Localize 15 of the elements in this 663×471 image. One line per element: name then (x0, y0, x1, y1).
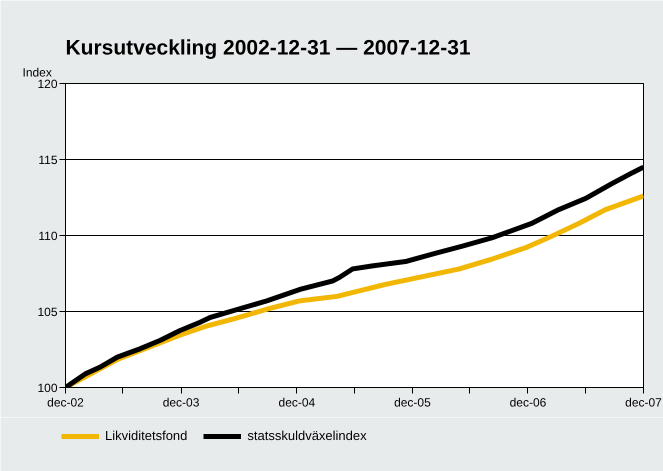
y-axis-title: Index (22, 66, 52, 80)
x-tick-label: dec-06 (510, 396, 547, 410)
x-tick-label: dec-07 (625, 396, 662, 410)
y-tick-label: 120 (37, 77, 58, 91)
x-tick-label: dec-04 (278, 396, 316, 410)
x-tick-label: dec-05 (394, 396, 432, 410)
legend-label: Likviditetsfond (105, 428, 188, 443)
y-tick-label: 115 (38, 153, 58, 167)
y-tick-label: 105 (37, 305, 58, 319)
x-tick-label: dec-03 (162, 396, 200, 410)
x-tick-label: dec-02 (47, 396, 84, 410)
y-tick-label: 110 (38, 229, 58, 243)
y-tick-label: 100 (37, 381, 58, 395)
legend-label: statsskuldväxelindex (247, 428, 367, 443)
chart-title: Kursutveckling 2002-12-31 — 2007-12-31 (66, 36, 471, 60)
